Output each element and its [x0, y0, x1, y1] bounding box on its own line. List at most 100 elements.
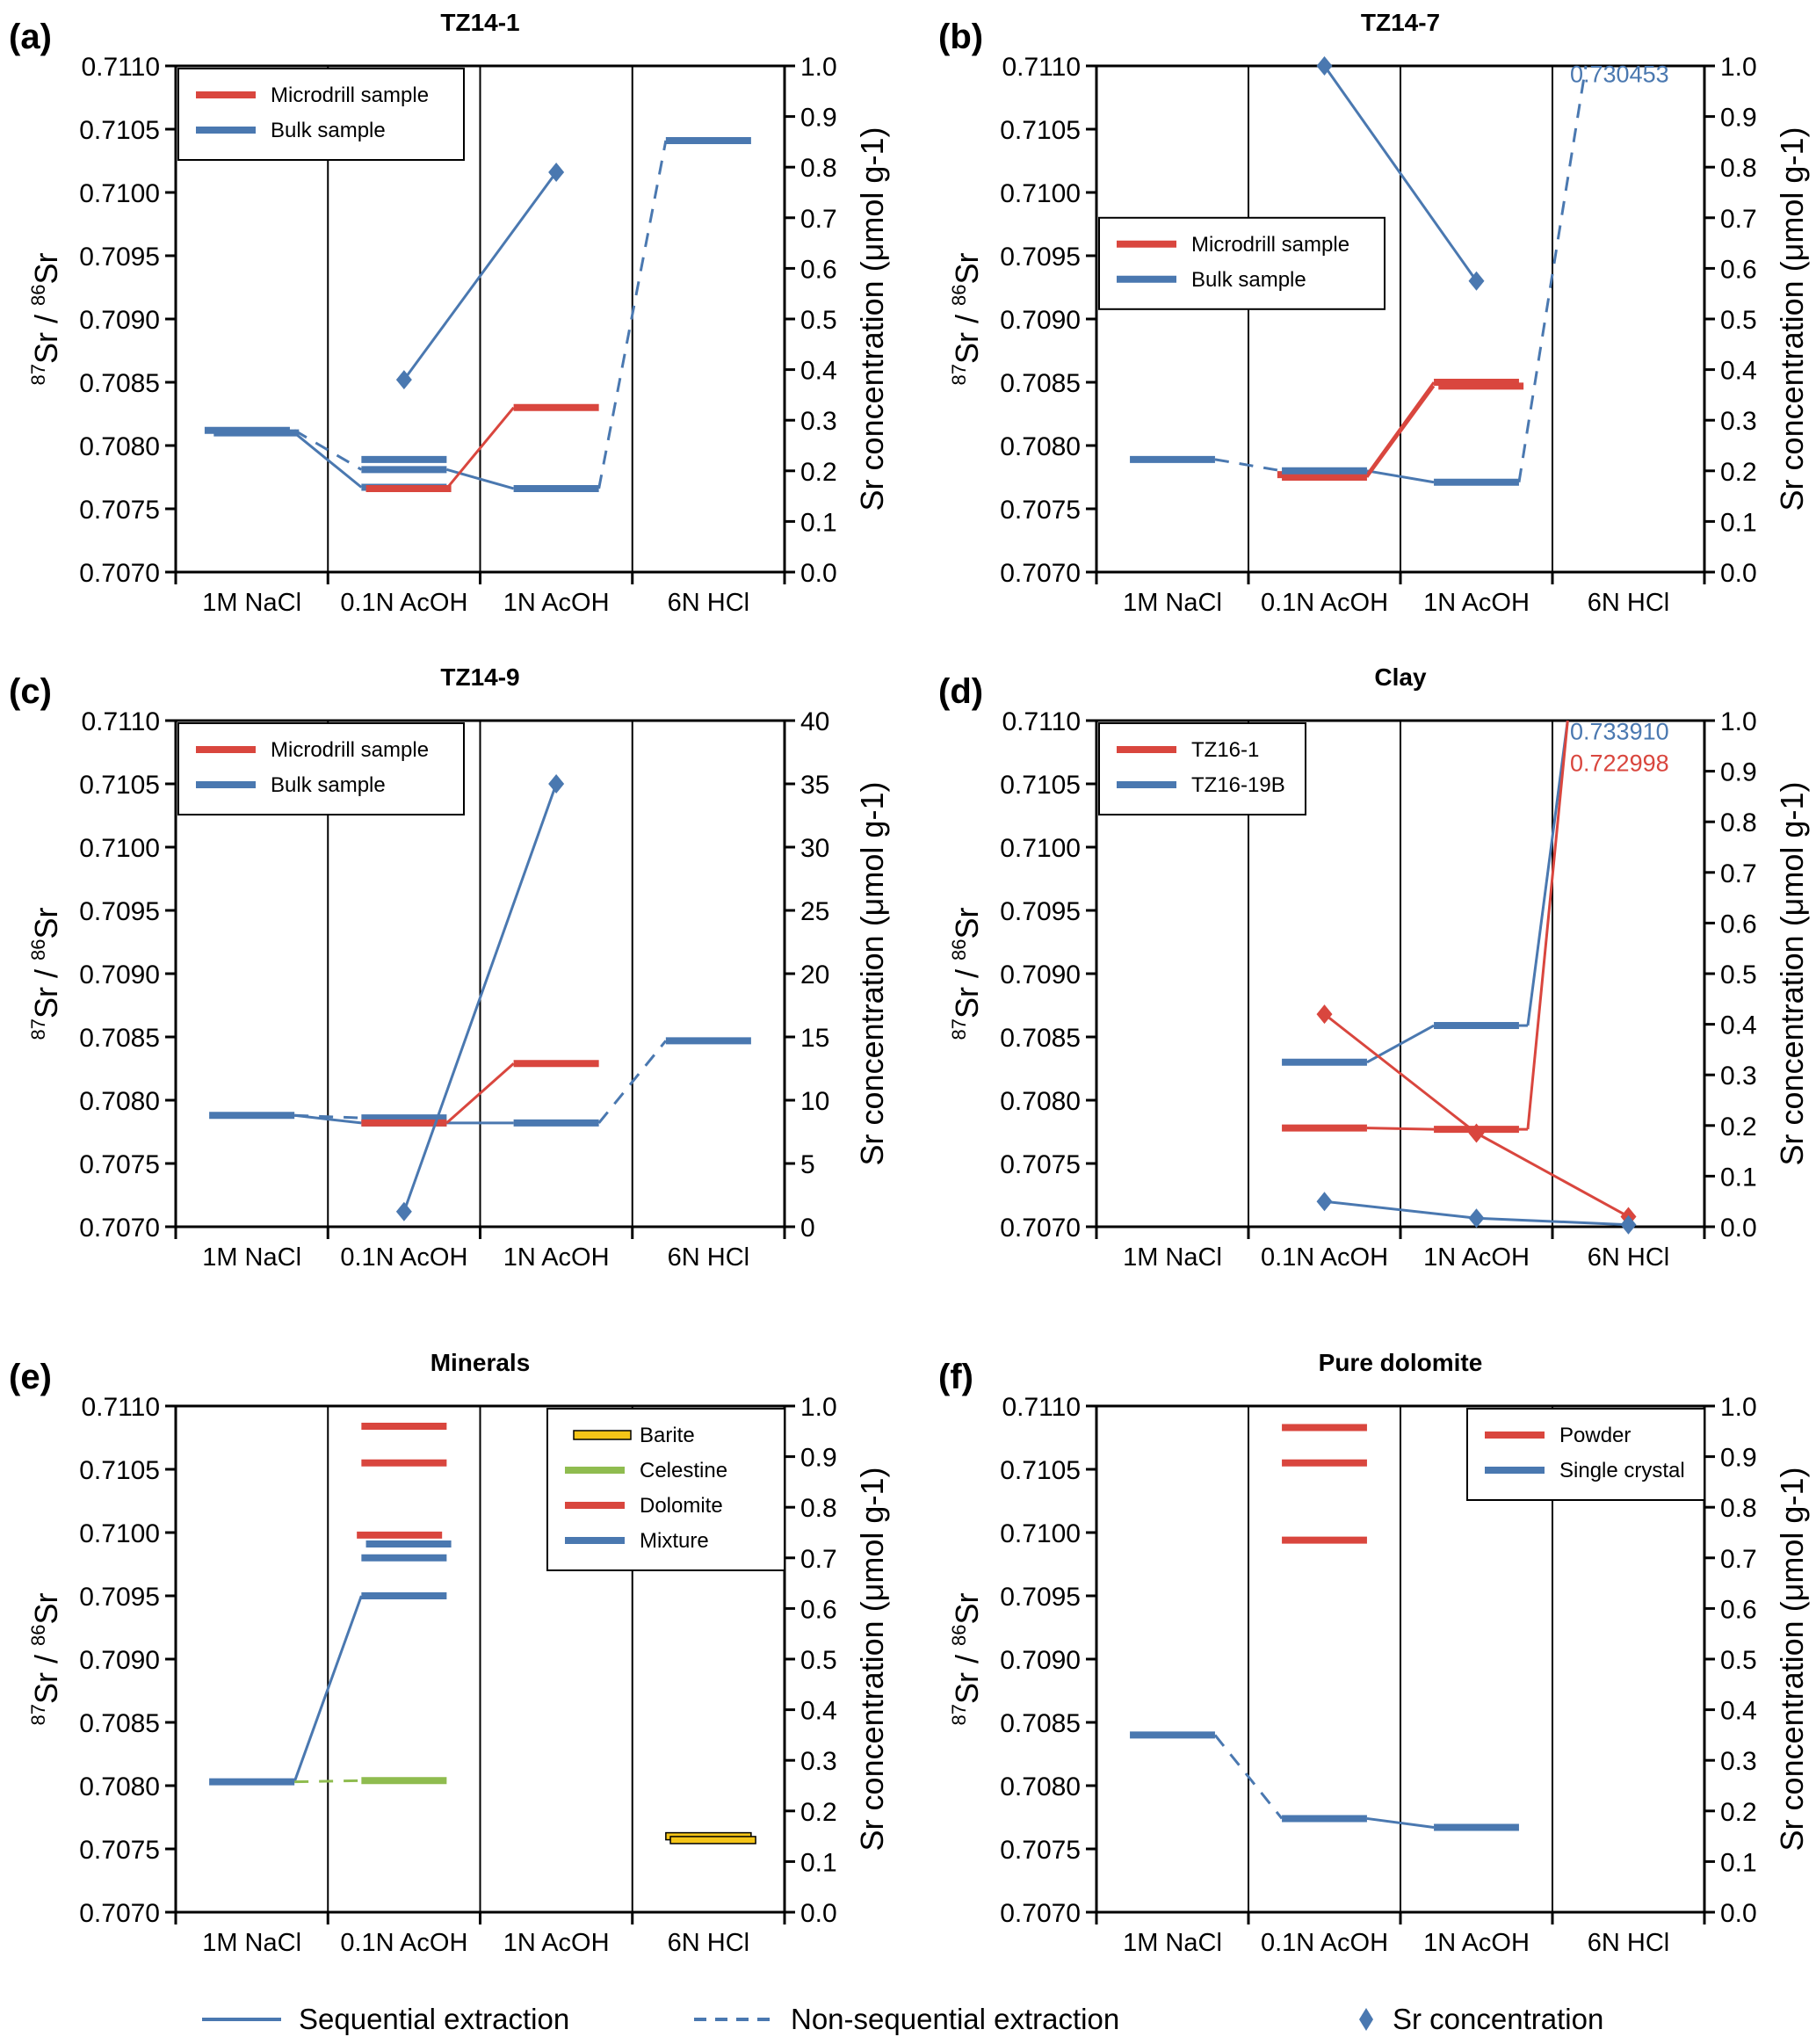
- y2-tick-label: 0.5: [1720, 306, 1757, 335]
- legend-item-sequential: Sequential extraction: [202, 1995, 569, 2044]
- x-tick-label: 0.1N AcOH: [340, 1243, 467, 1272]
- y-axis-title-sup: 87: [948, 364, 970, 385]
- y-tick-label: 0.7095: [79, 897, 160, 926]
- panel-b: (b) TZ14-7 1M NaCl 0.1N AcOH 1N AcOH 6N HCl 0.…: [938, 9, 1810, 617]
- x-tick-label: 0.1N AcOH: [1261, 1929, 1388, 1957]
- y-tick-label: 0.7100: [1000, 1519, 1081, 1548]
- legend-label: Bulk sample: [1191, 268, 1306, 292]
- y2-tick-label: 0.8: [800, 154, 837, 183]
- y2-tick-label: 10: [800, 1087, 829, 1116]
- y2-tick-label: 0.2: [1720, 458, 1757, 487]
- concentration-line: [402, 783, 558, 1213]
- y2-tick-label: 0.9: [1720, 104, 1757, 133]
- y-tick-label: 0.7080: [79, 1087, 160, 1116]
- panel-title: Pure dolomite: [1319, 1349, 1483, 1376]
- panel-letter: (c): [9, 672, 52, 711]
- y-tick-label: 0.7095: [1000, 1583, 1081, 1612]
- panel-title: Minerals: [430, 1349, 531, 1376]
- concentration-marker: [1468, 1123, 1485, 1143]
- panel-letter: (b): [938, 18, 983, 56]
- y2-tick-label: 0.1: [1720, 508, 1757, 537]
- legend-box: [1098, 722, 1306, 815]
- y2-tick-label: 0.4: [800, 1697, 837, 1726]
- y-axis-title-sup: 87: [27, 364, 49, 385]
- y2-axis-title: Sr concentration (μmol g-1): [854, 1468, 890, 1852]
- y-tick-label: 0.7105: [79, 116, 160, 145]
- legend: Microdrill sample Bulk sample: [177, 722, 465, 815]
- y-tick-label: 0.7105: [1000, 116, 1081, 145]
- legend-label: Powder: [1559, 1424, 1631, 1447]
- y-axis-title-main: Sr /: [949, 306, 985, 364]
- y2-tick-label: 0.0: [800, 1899, 837, 1928]
- y2-tick-label: 0.2: [800, 1798, 837, 1827]
- y-axis-title-main: Sr: [949, 1592, 985, 1624]
- legend-label: Barite: [640, 1424, 695, 1447]
- y-tick-label: 0.7110: [1002, 53, 1081, 82]
- y2-tick-label: 0: [800, 1214, 815, 1243]
- concentration-marker: [1620, 1214, 1637, 1235]
- legend-label: TZ16-19B: [1191, 773, 1285, 797]
- sequential-connector: [1366, 1816, 1435, 1830]
- y-tick-label: 0.7110: [81, 53, 160, 82]
- y2-tick-label: 0.4: [1720, 1011, 1757, 1040]
- concentration-marker: [1468, 1208, 1485, 1229]
- x-tick-label: 6N HCl: [668, 1929, 749, 1957]
- concentration-line: [1323, 1012, 1630, 1218]
- y-tick-label: 0.7085: [1000, 1709, 1081, 1738]
- non-sequential-connector: [294, 1779, 362, 1784]
- x-tick-label: 1M NaCl: [1123, 589, 1222, 617]
- y-tick-label: 0.7110: [1002, 707, 1081, 736]
- y-tick-label: 0.7070: [1000, 559, 1081, 588]
- y2-tick-label: 0.3: [1720, 1747, 1757, 1776]
- y2-axis-title: Sr concentration (μmol g-1): [854, 127, 890, 511]
- y2-tick-label: 0.5: [1720, 960, 1757, 989]
- y2-tick-label: 0.9: [800, 104, 837, 133]
- y-tick-label: 0.7070: [79, 1899, 160, 1928]
- y-tick-label: 0.7100: [79, 834, 160, 863]
- panel-a: (a) TZ14-1 1M NaCl 0.1N AcOH 1N AcOH 6N HCl 0.…: [9, 9, 890, 617]
- panel-title: Clay: [1374, 663, 1427, 691]
- y2-tick-label: 0.4: [1720, 357, 1757, 386]
- y-axis-title: 87Sr / 86Sr: [27, 907, 64, 1040]
- non-sequential-connector: [597, 140, 668, 489]
- y-tick-label: 0.7080: [79, 432, 160, 461]
- y-tick-label: 0.7100: [1000, 179, 1081, 208]
- y2-tick-label: 1.0: [1720, 53, 1757, 82]
- x-tick-label: 0.1N AcOH: [1261, 589, 1388, 617]
- y-tick-label: 0.7070: [79, 1214, 160, 1243]
- solid-line-icon: [202, 2018, 281, 2021]
- sequential-connector: [445, 468, 515, 490]
- y2-tick-label: 20: [800, 960, 829, 989]
- y-tick-label: 0.7110: [1002, 1393, 1081, 1422]
- concentration-marker: [1316, 1192, 1333, 1212]
- legend-label: TZ16-1: [1191, 738, 1259, 762]
- y-tick-label: 0.7095: [1000, 897, 1081, 926]
- y-axis-title-sup: 87: [27, 1018, 49, 1040]
- y-tick-label: 0.7090: [1000, 1646, 1081, 1675]
- y-axis-title-sup: 86: [27, 1625, 49, 1646]
- y-tick-label: 0.7080: [1000, 1087, 1081, 1116]
- concentration-marker: [395, 370, 412, 390]
- x-tick-label: 6N HCl: [1588, 1929, 1669, 1957]
- y-axis-title: 87Sr / 86Sr: [27, 252, 64, 385]
- y2-tick-label: 0.0: [1720, 1899, 1757, 1928]
- x-tick-label: 1N AcOH: [503, 1243, 610, 1272]
- x-tick-label: 1M NaCl: [1123, 1929, 1222, 1957]
- concentration-marker: [548, 774, 565, 794]
- concentration-marker: [1316, 56, 1333, 76]
- non-sequential-connector: [294, 1113, 362, 1120]
- legend-item-concentration: Sr concentration: [1357, 1995, 1603, 2044]
- legend: TZ16-1 TZ16-19B: [1098, 722, 1306, 815]
- y2-tick-label: 0.6: [800, 1595, 837, 1624]
- y2-tick-label: 0.5: [800, 306, 837, 335]
- panel-f: (f) Pure dolomite 1M NaCl 0.1N AcOH 1N AcOH 6…: [938, 1349, 1810, 1957]
- x-tick-label: 1M NaCl: [202, 1929, 301, 1957]
- legend-label: Celestine: [640, 1459, 727, 1482]
- y-axis-title-main: Sr /: [949, 1646, 985, 1704]
- y2-tick-label: 0.7: [800, 205, 837, 234]
- y-tick-label: 0.7075: [79, 1150, 160, 1179]
- dashed-line-icon: [694, 2018, 773, 2021]
- y-tick-label: 0.7090: [79, 960, 160, 989]
- y-axis-title-sup: 87: [27, 1704, 49, 1725]
- y2-axis-title: Sr concentration (μmol g-1): [1774, 1468, 1810, 1852]
